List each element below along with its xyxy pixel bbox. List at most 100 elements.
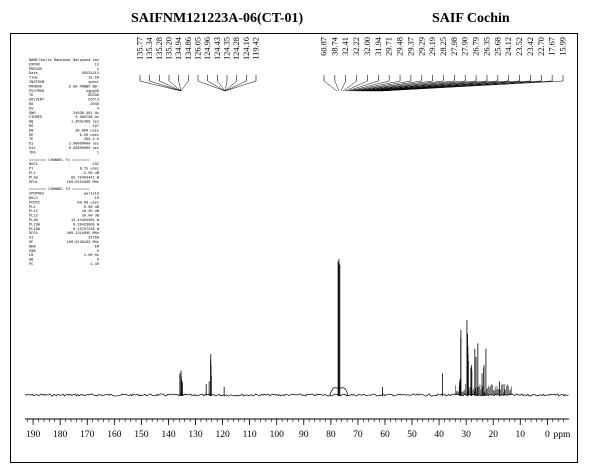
peak-label-aliphatic: 23.52 xyxy=(515,37,524,56)
peak-label-connector xyxy=(178,80,182,92)
peak-label-connector xyxy=(354,80,422,92)
param-f1-value: 83.70403442 W xyxy=(71,176,100,180)
peak-label-aromatic: 124.28 xyxy=(232,37,241,60)
param-f2-key: PL2 xyxy=(29,206,35,210)
peak-label-connector xyxy=(168,80,182,92)
param-value: 20.800 usec xyxy=(75,129,99,133)
peak-label-aliphatic: 29.19 xyxy=(428,37,437,56)
peak-label-connector xyxy=(180,80,189,92)
peak-label-connector xyxy=(344,80,368,92)
param-value: CDCl3 xyxy=(88,98,99,103)
x-axis-tick-label: 70 xyxy=(353,430,363,440)
peak-label-aromatic: 135.20 xyxy=(165,37,174,60)
peak-label-aromatic: 135.77 xyxy=(136,37,145,60)
peak-label-connector xyxy=(368,80,498,92)
peak-label-connector xyxy=(342,80,357,92)
param-f2-value: 14.44484901 W xyxy=(71,219,100,223)
param-key: NAME xyxy=(29,59,38,63)
param-key: RG xyxy=(29,125,33,129)
param-f2-value: waltz16 xyxy=(84,192,99,197)
param-f2-value: 0.20423805 W xyxy=(73,223,100,227)
peak-label-aromatic: 126.05 xyxy=(194,37,203,60)
param-key: DE xyxy=(29,134,33,138)
x-axis-tick-label: 190 xyxy=(26,430,41,440)
param-f2-key: SF xyxy=(29,241,33,245)
param-f2-value: EM xyxy=(95,245,99,249)
peak-label-connector xyxy=(224,80,257,92)
param-f2-value: 80.00 usec xyxy=(77,201,99,205)
peak-label-aliphatic: 32.00 xyxy=(363,37,372,56)
peak-label-aromatic: 119.42 xyxy=(252,37,261,60)
peak-label-aliphatic: 29.37 xyxy=(406,37,415,56)
param-f1-key: PL1W xyxy=(29,176,38,180)
peak-label-aliphatic: 32.22 xyxy=(352,37,361,56)
param-key: DS xyxy=(29,107,33,111)
peak-label-connector xyxy=(149,80,182,92)
x-axis-tick-label: 160 xyxy=(107,430,122,440)
param-f2-value: 20.00 dB xyxy=(82,214,100,219)
param-value: 20231212 xyxy=(82,72,99,76)
peak-label-aromatic: 124.16 xyxy=(242,37,251,60)
peak-label-connector xyxy=(224,80,237,92)
peak-label-aliphatic: 26.79 xyxy=(472,37,481,56)
param-value: 2048 xyxy=(90,103,99,107)
param-key: FIDRES xyxy=(29,116,42,120)
param-f2-value: 32768 xyxy=(88,237,99,241)
peak-label-connector xyxy=(139,80,182,92)
peak-label-aliphatic: 23.42 xyxy=(526,37,535,56)
param-f2-value: 100.6128193 MHz xyxy=(67,241,99,245)
param-value: 1 xyxy=(97,151,99,155)
peak-label-aliphatic: 27.98 xyxy=(450,37,459,56)
param-key: TD0 xyxy=(29,151,35,155)
param-key: Time xyxy=(29,76,38,81)
peak-label-connector xyxy=(323,80,338,92)
param-f1-key: SFO1 xyxy=(29,181,38,185)
peak-label-connector xyxy=(352,80,411,92)
peak-label-connector xyxy=(197,80,226,92)
x-axis-tick-label: 120 xyxy=(215,430,230,440)
peak-label-aromatic: 135.28 xyxy=(155,37,164,60)
peak-label-connector xyxy=(364,80,477,92)
peak-label-aliphatic: 32.41 xyxy=(341,37,350,56)
peak-label-connector xyxy=(350,80,401,92)
param-f2-key: WDW xyxy=(29,245,36,249)
param-key: Date_ xyxy=(29,72,41,76)
param-f2-value: 0 xyxy=(97,250,99,254)
peak-label-connector xyxy=(217,80,226,92)
peak-label-aromatic: 124.35 xyxy=(223,37,232,60)
peak-label-connector xyxy=(159,80,182,92)
param-value: 1.3631488 sec xyxy=(71,121,99,125)
param-key: PROBHD xyxy=(29,85,42,89)
x-axis-tick-label: 150 xyxy=(134,430,149,440)
param-f1-value: 13C xyxy=(93,163,99,167)
peak-label-aliphatic: 60.87 xyxy=(320,37,329,56)
param-f2-value: 18.30 dB xyxy=(82,209,100,214)
param-f1-value: 100.6253300 MHz xyxy=(67,181,99,185)
x-axis-tick-label: 0 xyxy=(545,430,550,440)
param-f1-key: P1 xyxy=(29,168,33,172)
param-f2-key: NUC2 xyxy=(29,197,38,201)
x-axis-tick-label: 100 xyxy=(270,430,285,440)
param-f1-key: PL1 xyxy=(29,172,35,176)
x-axis-tick-label: 140 xyxy=(161,430,176,440)
peak-label-aromatic: 135.34 xyxy=(145,36,154,60)
param-value: 6.50 usec xyxy=(80,134,99,138)
facility-title: SAIF Cochin xyxy=(432,11,510,26)
param-value: 24038.461 Hz xyxy=(73,112,99,116)
peak-label-connector xyxy=(356,80,433,92)
param-f2-key: PCPD2 xyxy=(29,201,40,205)
x-axis-tick-label: 180 xyxy=(53,430,68,440)
peak-label-aliphatic: 29.29 xyxy=(417,37,426,56)
param-f2-key: LB xyxy=(29,254,34,258)
x-axis-tick-label: 30 xyxy=(461,430,471,440)
peak-label-aliphatic: 26.35 xyxy=(482,37,491,56)
param-key: EXPNO xyxy=(29,63,40,67)
param-f2-value: 1H xyxy=(95,197,99,201)
spectrum-frame: NAME Challa Raveswar_Narayana vav EXPNO 13 P… xyxy=(10,33,578,463)
peak-label-connector xyxy=(362,80,466,92)
channel-f2-header: ======== CHANNEL f2 ======== xyxy=(29,187,89,192)
peak-label-aliphatic: 29.48 xyxy=(396,37,405,56)
x-axis-tick-label: 170 xyxy=(80,430,95,440)
param-key: DW xyxy=(29,129,34,133)
peak-label-connector xyxy=(380,80,564,92)
